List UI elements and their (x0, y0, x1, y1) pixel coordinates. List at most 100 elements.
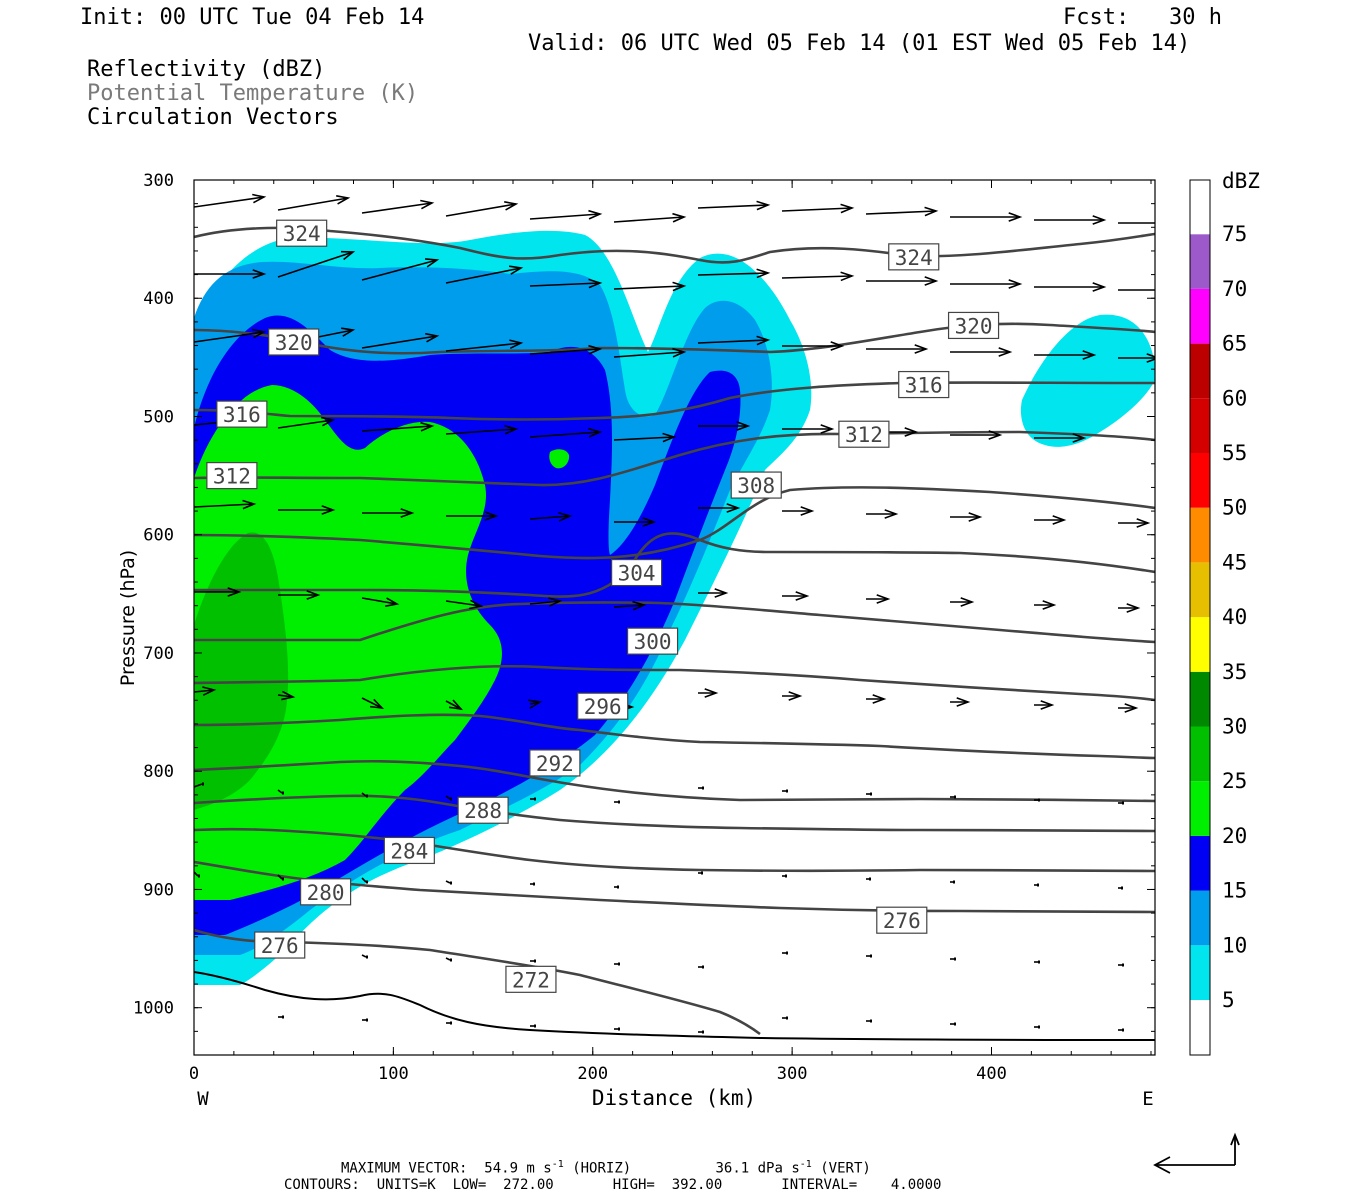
field-reflectivity: Reflectivity (dBZ) (87, 57, 326, 82)
reflectivity-20-dbz-cell (549, 449, 570, 469)
svg-text:320: 320 (275, 331, 313, 355)
theta-contour-labels: 324 324 320 320 316 316 312 312 308 304 300 296 292 2… (206, 219, 1000, 993)
wind-vector (445, 599, 484, 610)
wind-vector (950, 279, 1023, 289)
theta-304-contour (194, 532, 1155, 598)
theta-label-308: 308 (730, 471, 782, 499)
svg-text:284: 284 (390, 839, 428, 863)
theta-288-contour (194, 759, 1155, 803)
wind-vector (1118, 518, 1151, 528)
east-label: E (1142, 1088, 1153, 1110)
wind-vector (613, 281, 687, 292)
wind-vector (1118, 603, 1141, 613)
wind-vector (194, 328, 267, 343)
theta-284-contour (194, 794, 1155, 833)
y-tick-label: 500 (143, 407, 174, 427)
wind-vector (361, 421, 435, 432)
colorbar-swatch-25 (1190, 726, 1210, 782)
wind-vector (529, 344, 603, 355)
wind-vector (782, 506, 815, 516)
colorbar-label: 5 (1222, 988, 1235, 1012)
svg-text:276: 276 (883, 909, 921, 933)
svg-text:280: 280 (307, 881, 345, 905)
wind-vector (865, 206, 939, 217)
theta-label-312: 312 (838, 420, 890, 448)
colorbar-swatch-below-5 (1190, 1000, 1210, 1055)
y-tick-label: 900 (143, 880, 174, 900)
colorbar-label: 35 (1222, 660, 1247, 684)
theta-280-contour (194, 827, 1155, 873)
forecast-hour: Fcst: 30 h (1063, 5, 1222, 30)
wind-vector (1118, 289, 1155, 291)
wind-vector (529, 427, 603, 438)
wind-vector (613, 347, 687, 358)
theta-label-292: 292 (529, 749, 581, 777)
theta-324-contour (194, 226, 1155, 264)
wind-vector (361, 597, 400, 607)
wind-vector (1034, 600, 1057, 610)
theta-label-288: 288 (457, 796, 509, 824)
wind-vector (529, 597, 563, 607)
wind-vector (361, 199, 435, 214)
colorbar-swatch-60 (1190, 343, 1210, 399)
wind-vector (950, 347, 1013, 357)
theta-label-320: 320 (947, 311, 1000, 340)
colorbar-label: 10 (1222, 933, 1247, 957)
wind-vector (950, 597, 975, 607)
field-circulation-vectors: Circulation Vectors (87, 105, 339, 130)
wind-vector (445, 699, 464, 711)
wind-vector (194, 193, 267, 208)
colorbar-swatch-75 (1190, 180, 1210, 235)
colorbar-label: 45 (1222, 550, 1247, 574)
wind-vector (278, 590, 321, 600)
y-tick-label: 700 (143, 644, 174, 664)
wind-vector (613, 212, 687, 223)
colorbar-title: dBZ (1222, 169, 1260, 193)
reflectivity-fill (194, 230, 1155, 986)
colorbar-swatch-45 (1190, 507, 1210, 563)
terrain-line (194, 971, 1155, 1041)
wind-vector (698, 503, 741, 513)
theta-label-316: 316 (898, 370, 950, 399)
wind-vector (698, 588, 729, 598)
reflectivity-25-dbz-region (194, 532, 289, 810)
colorbar-swatch-5 (1190, 945, 1210, 1000)
wind-vector (361, 792, 368, 798)
svg-text:316: 316 (223, 403, 261, 427)
theta-label-304: 304 (611, 558, 663, 587)
wind-vector (277, 789, 284, 795)
reference-vector (1153, 1132, 1240, 1174)
wind-vector (698, 688, 719, 698)
wind-vector (782, 691, 803, 701)
y-tick-label: 600 (143, 526, 174, 546)
wind-vector (866, 509, 899, 519)
svg-text:304: 304 (618, 562, 656, 586)
x-tick-label: 400 (976, 1064, 1007, 1084)
x-tick-label: 200 (577, 1064, 608, 1084)
svg-text:272: 272 (512, 968, 550, 992)
y-axis-title: Pressure (hPa) (117, 550, 139, 686)
wind-vector (446, 511, 499, 521)
wind-vector (194, 686, 217, 696)
x-axis-title: Distance (km) (592, 1086, 756, 1110)
colorbar-swatch-55 (1190, 398, 1210, 453)
valid-time: Valid: 06 UTC Wed 05 Feb 14 (01 EST Wed … (528, 31, 1191, 56)
wind-vector (782, 591, 810, 601)
theta-300-contour (194, 601, 1155, 644)
wind-vector (1034, 700, 1055, 710)
colorbar-label: 15 (1222, 879, 1247, 903)
theta-label-320: 320 (268, 328, 320, 356)
svg-text:316: 316 (905, 374, 943, 398)
wind-vector (362, 508, 415, 518)
reflectivity-20-dbz-region (194, 385, 502, 900)
wind-vector (697, 200, 771, 211)
wind-vector (781, 203, 855, 214)
wind-vector (277, 195, 351, 211)
colorbar-label: 20 (1222, 824, 1247, 848)
wind-vector (1118, 703, 1139, 713)
colorbar-swatch-50 (1190, 453, 1210, 508)
colorbar-swatch-30 (1190, 671, 1210, 727)
wind-vector (277, 690, 296, 701)
colorbar-swatch-65 (1190, 288, 1210, 344)
wind-vector (1034, 215, 1107, 225)
